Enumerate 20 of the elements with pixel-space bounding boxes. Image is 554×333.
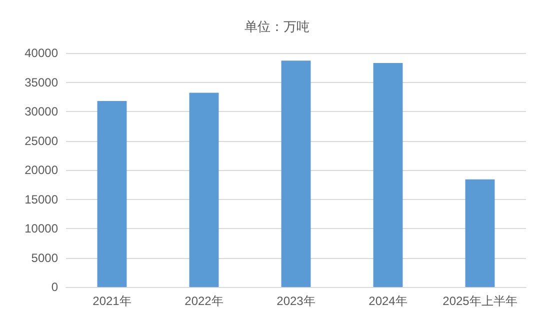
y-tick-label: 40000 xyxy=(24,46,58,60)
bar xyxy=(465,179,495,287)
x-tick-label: 2021年 xyxy=(92,294,132,308)
x-tick-label: 2023年 xyxy=(276,294,316,308)
y-tick-label: 0 xyxy=(51,280,58,294)
bar xyxy=(97,100,127,287)
chart-title: 单位：万吨 xyxy=(244,20,310,35)
bar xyxy=(373,62,403,287)
x-tick-label: 2022年 xyxy=(184,294,224,308)
y-tick-label: 10000 xyxy=(24,222,58,236)
y-tick-label: 30000 xyxy=(24,104,58,118)
y-tick-label: 5000 xyxy=(31,250,58,265)
bar xyxy=(189,92,219,287)
y-tick-label: 25000 xyxy=(24,134,58,148)
y-tick-label: 35000 xyxy=(24,75,58,90)
x-tick-label: 2024年 xyxy=(368,294,408,308)
y-tick-label: 15000 xyxy=(24,192,58,206)
bar xyxy=(281,60,311,287)
x-tick-label: 2025年上半年 xyxy=(442,294,518,308)
y-tick-label: 20000 xyxy=(24,163,58,177)
